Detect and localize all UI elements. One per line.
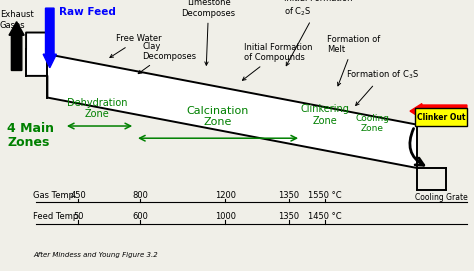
Text: Exhaust
Gases: Exhaust Gases — [0, 10, 34, 36]
Text: 450: 450 — [70, 191, 86, 200]
Text: Feed Temp.: Feed Temp. — [33, 212, 81, 221]
Text: www.cementequipment.org: www.cementequipment.org — [169, 113, 286, 122]
Text: Formation of C$_3$S: Formation of C$_3$S — [346, 69, 419, 105]
Polygon shape — [26, 33, 417, 168]
FancyArrow shape — [9, 22, 24, 70]
Text: Raw Feed: Raw Feed — [59, 7, 116, 17]
Text: 600: 600 — [132, 212, 148, 221]
Text: 4 Main
Zones: 4 Main Zones — [7, 121, 54, 150]
Text: 1350: 1350 — [279, 212, 300, 221]
Text: Clinker Out: Clinker Out — [417, 113, 465, 122]
Text: 50: 50 — [73, 212, 83, 221]
Text: Gas Temp.: Gas Temp. — [33, 191, 77, 200]
Text: Cooling Grate: Cooling Grate — [415, 193, 467, 202]
Bar — [415, 108, 467, 126]
Text: 1000: 1000 — [215, 212, 236, 221]
Text: Clinkering
Zone: Clinkering Zone — [300, 104, 349, 126]
Text: After Mindess and Young Figure 3.2: After Mindess and Young Figure 3.2 — [33, 252, 158, 258]
Text: 1200: 1200 — [215, 191, 236, 200]
Text: Initial Formation
of Compounds: Initial Formation of Compounds — [242, 43, 313, 80]
Text: Initial Formation
of C$_2$S: Initial Formation of C$_2$S — [284, 0, 353, 66]
Text: 1550 °C: 1550 °C — [308, 191, 341, 200]
Text: Formation of
Melt: Formation of Melt — [327, 35, 380, 86]
Text: 1450 °C: 1450 °C — [308, 212, 341, 221]
Text: Clay
Decomposes: Clay Decomposes — [138, 41, 196, 74]
Text: Cooling
Zone: Cooling Zone — [355, 114, 389, 133]
FancyArrow shape — [43, 8, 56, 68]
Text: Dehydration
Zone: Dehydration Zone — [67, 98, 128, 119]
Text: Calcination
Zone: Calcination Zone — [187, 106, 249, 127]
Text: 1350: 1350 — [279, 191, 300, 200]
FancyArrow shape — [410, 104, 467, 119]
Text: 800: 800 — [132, 191, 148, 200]
Text: Free Water: Free Water — [110, 34, 162, 57]
Text: Limestone
Decomposes: Limestone Decomposes — [182, 0, 236, 65]
